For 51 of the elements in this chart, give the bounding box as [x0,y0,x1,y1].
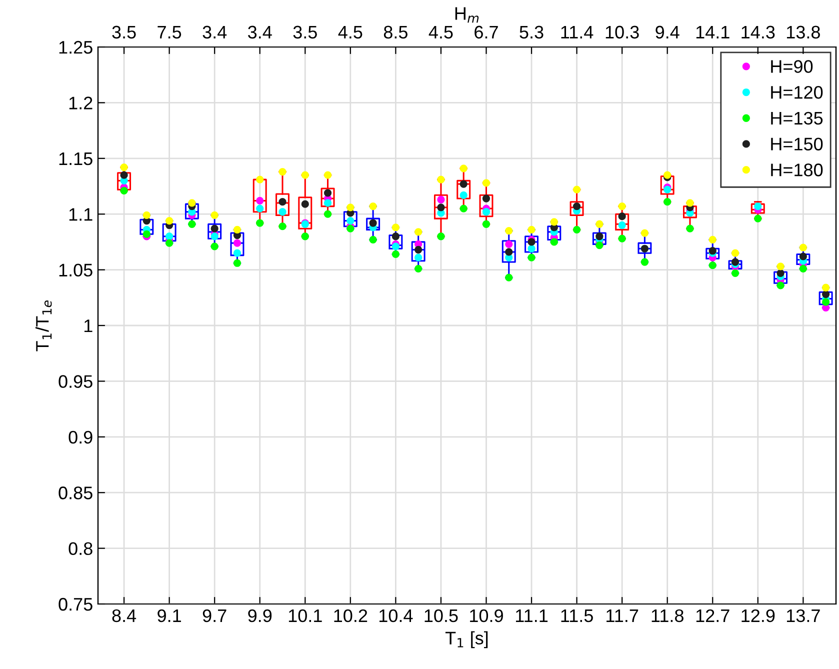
x-tick-label: 10.9 [470,609,503,622]
annotation: 4.5 [428,26,453,39]
annotation: 14.3 [742,26,775,39]
legend-label: H=90 [771,60,813,73]
annotation: 3.4 [248,26,272,39]
x-tick-label: 8.4 [112,609,136,622]
y-tick-label: 1.2 [69,96,92,110]
y-axis-title: T$_{1}$/T$_{1e}$ [36,300,52,352]
x-tick-label: 11.5 [561,610,593,622]
x-tick-label: 12.9 [742,609,775,622]
annotation: 5.3 [520,26,544,39]
annotation: 14.1 [696,26,730,38]
x-tick-label: 11.7 [606,610,638,622]
legend-label: H=120 [771,86,823,99]
x-tick-label: 13.7 [786,609,820,622]
annotation: 3.5 [112,26,136,39]
y-tick-label: 0.9 [68,430,92,444]
y-tick-label: 0.8 [68,542,92,556]
x-tick-label: 9.9 [248,609,272,622]
x-axis-title: T$_{1}$ [s] [445,631,488,648]
x-tick-label: 11.8 [652,609,684,622]
y-tick-label: 0.85 [58,486,92,500]
y-tick-label: 1.25 [59,40,92,54]
x-tick-label: 10.4 [380,609,413,622]
annotation: 7.5 [158,26,182,39]
x-tick-label: 12.7 [696,609,730,622]
x2-axis-title: H$_{m}$ [455,7,479,23]
legend-label: H=180 [771,164,823,176]
legend-label: H=150 [771,138,823,150]
annotation: 11.4 [561,26,594,38]
x-tick-label: 10.1 [288,609,322,622]
y-tick-label: 0.75 [58,598,92,611]
annotation: 3.4 [202,26,227,39]
legend-label: H=135 [771,112,823,125]
x-tick-label: 9.7 [202,609,226,622]
y-tick-label: 1 [84,320,92,332]
y-tick-label: 1.1 [69,208,92,221]
x-tick-label: 10.5 [424,609,458,622]
annotation: 6.7 [474,26,498,39]
x-tick-label: 10.2 [334,609,368,622]
y-tick-label: 0.95 [58,375,92,388]
x-tick-label: 9.1 [158,609,181,622]
y-tick-label: 1.15 [59,152,92,166]
annotation: 13.8 [786,26,820,39]
y-tick-label: 1.05 [59,264,92,277]
annotation: 10.3 [606,26,639,39]
annotation: 8.5 [384,26,408,39]
annotation: 3.5 [293,26,317,39]
x-tick-label: 11.1 [516,610,548,622]
annotation: 9.4 [656,26,680,39]
annotation: 4.5 [338,26,362,39]
